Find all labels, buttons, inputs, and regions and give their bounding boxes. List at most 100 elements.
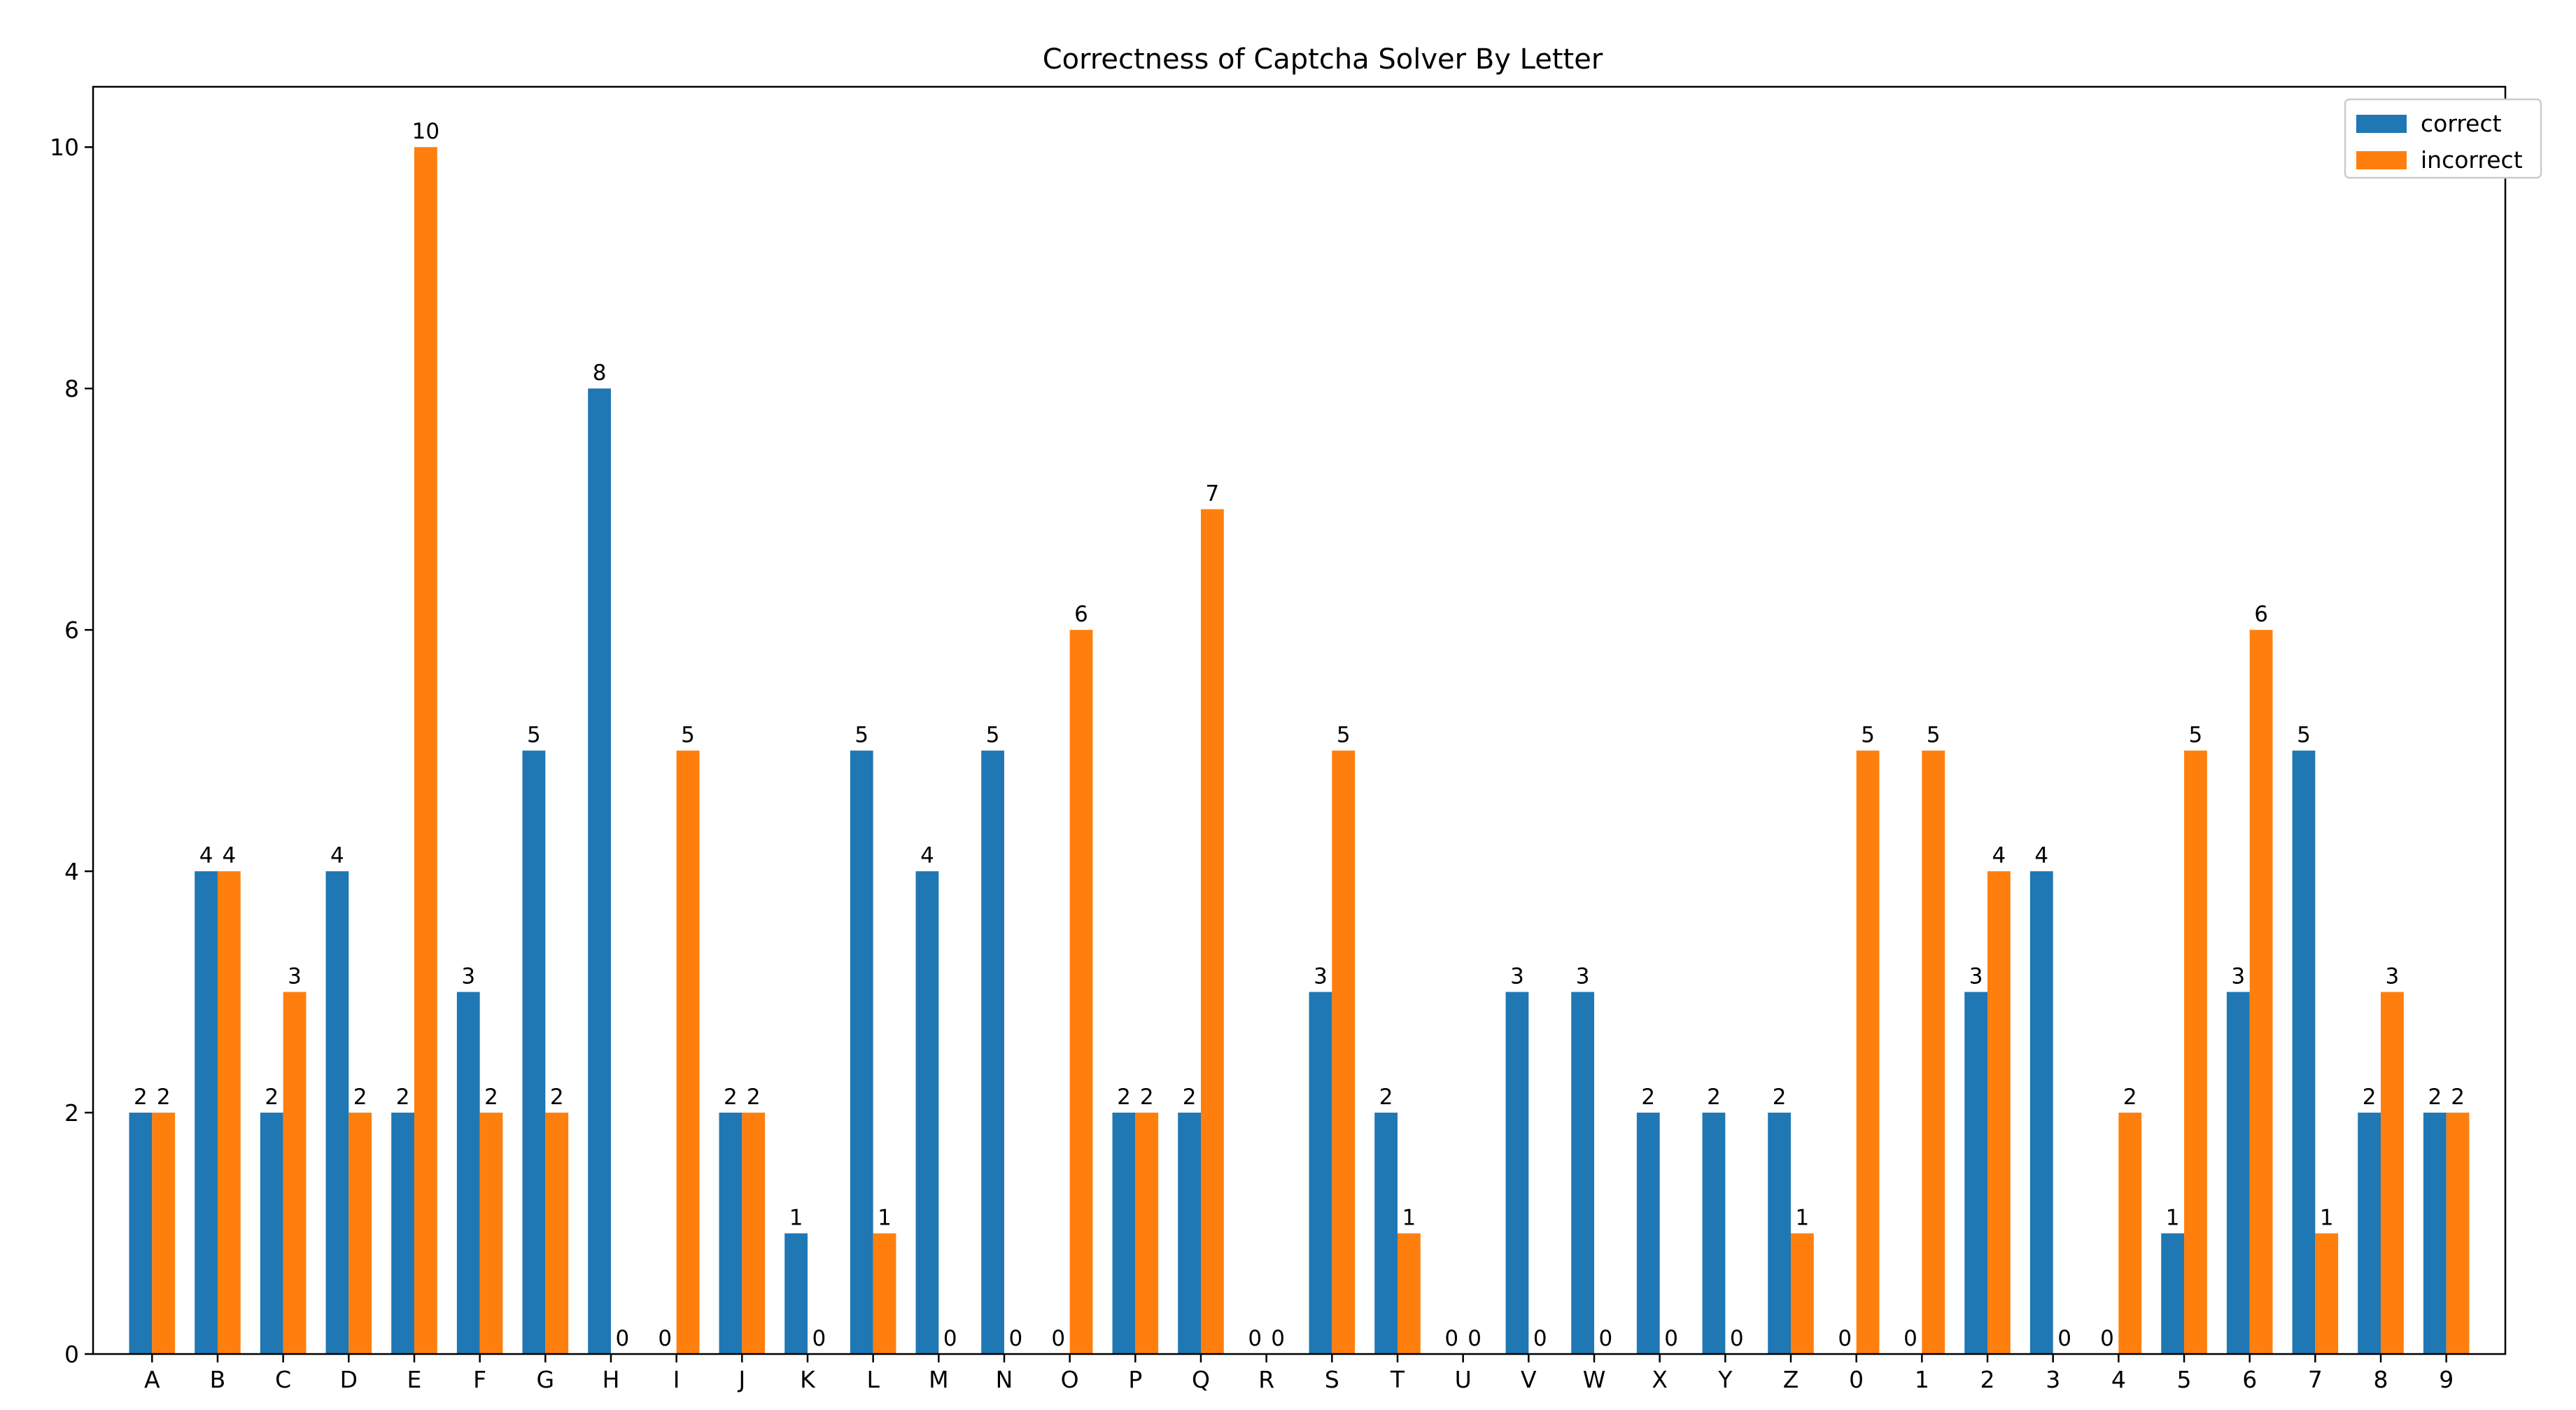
bar-correct (981, 750, 1004, 1354)
data-label-correct: 2 (1183, 1085, 1197, 1110)
bar-correct (850, 750, 873, 1354)
x-tick-label: 5 (2177, 1366, 2192, 1393)
bar-incorrect (479, 1113, 503, 1354)
data-label-incorrect: 0 (1271, 1326, 1285, 1351)
data-label-correct: 2 (134, 1085, 148, 1110)
bar-correct (719, 1113, 742, 1354)
data-label-correct: 2 (265, 1085, 279, 1110)
bar-correct (195, 871, 218, 1354)
data-label-incorrect: 1 (2320, 1206, 2334, 1231)
bar-correct (1768, 1113, 1792, 1354)
data-label-correct: 1 (789, 1206, 803, 1231)
x-tick-label: T (1390, 1366, 1405, 1393)
data-label-incorrect: 1 (1402, 1206, 1416, 1231)
data-label-incorrect: 5 (2189, 723, 2203, 748)
bar-correct (1505, 992, 1529, 1354)
data-label-correct: 2 (1641, 1085, 1655, 1110)
data-label-incorrect: 1 (878, 1206, 892, 1231)
x-tick-label: N (996, 1366, 1013, 1393)
x-tick-label: G (537, 1366, 555, 1393)
x-tick-label: E (407, 1366, 422, 1393)
data-label-correct: 3 (1314, 964, 1328, 989)
data-label-correct: 2 (724, 1085, 738, 1110)
data-label-correct: 4 (199, 843, 213, 868)
x-tick-label: U (1455, 1366, 1472, 1393)
bar-correct (1964, 992, 1988, 1354)
bar-correct (1636, 1113, 1660, 1354)
data-label-correct: 0 (1248, 1326, 1262, 1351)
bar-incorrect (1987, 871, 2011, 1354)
chart-title: Correctness of Captcha Solver By Letter (1043, 43, 1603, 76)
x-tick-label: Y (1717, 1366, 1733, 1393)
x-tick-label: Z (1783, 1366, 1799, 1393)
legend-label-correct: correct (2421, 110, 2502, 137)
bar-incorrect (1069, 630, 1093, 1355)
legend-swatch-incorrect (2356, 151, 2407, 169)
data-label-correct: 0 (1903, 1326, 1917, 1351)
data-label-correct: 0 (2100, 1326, 2114, 1351)
y-tick-label: 8 (64, 375, 79, 402)
data-label-correct: 3 (1969, 964, 1983, 989)
x-tick-label: H (603, 1366, 620, 1393)
data-label-correct: 3 (2231, 964, 2245, 989)
x-tick-label: V (1521, 1366, 1537, 1393)
y-tick-label: 6 (64, 616, 79, 644)
data-label-incorrect: 0 (1533, 1326, 1547, 1351)
legend-swatch-correct (2356, 115, 2407, 133)
bar-incorrect (2446, 1113, 2470, 1354)
bar-incorrect (349, 1113, 372, 1354)
data-label-correct: 5 (854, 723, 868, 748)
bar-incorrect (1922, 750, 1945, 1354)
data-label-correct: 0 (1051, 1326, 1065, 1351)
data-label-incorrect: 2 (1140, 1085, 1154, 1110)
bar-incorrect (2184, 750, 2207, 1354)
bar-incorrect (414, 147, 437, 1355)
y-axis: 0 2 4 6 8 10 (50, 134, 93, 1368)
bar-incorrect (1791, 1233, 1814, 1354)
bar-incorrect (2315, 1233, 2339, 1354)
data-label-correct: 4 (330, 843, 344, 868)
x-tick-label: 9 (2439, 1366, 2454, 1393)
data-label-incorrect: 0 (1009, 1326, 1023, 1351)
data-label-correct: 4 (2034, 843, 2048, 868)
data-label-incorrect: 2 (2123, 1085, 2137, 1110)
bar-incorrect (1332, 750, 1356, 1354)
data-label-correct: 4 (920, 843, 934, 868)
data-label-correct: 8 (593, 360, 607, 386)
bar-correct (522, 750, 546, 1354)
bar-correct (2292, 750, 2316, 1354)
data-label-incorrect: 5 (1927, 723, 1941, 748)
x-tick-label: 6 (2242, 1366, 2257, 1393)
bar-incorrect (1398, 1233, 1421, 1354)
x-tick-label: R (1258, 1366, 1274, 1393)
plot-frame (92, 85, 2507, 1355)
data-label-correct: 1 (2166, 1206, 2180, 1231)
data-label-correct: 5 (986, 723, 1000, 748)
data-label-correct: 2 (1707, 1085, 1721, 1110)
x-tick-label: L (866, 1366, 880, 1393)
data-label-correct: 3 (1576, 964, 1590, 989)
data-label-incorrect: 0 (1664, 1326, 1678, 1351)
x-tick-label: 4 (2111, 1366, 2126, 1393)
data-label-correct: 3 (461, 964, 475, 989)
x-tick-label: 8 (2374, 1366, 2388, 1393)
data-label-incorrect: 2 (484, 1085, 498, 1110)
x-tick-label: B (210, 1366, 226, 1393)
bar-correct (2423, 1113, 2447, 1354)
data-label-incorrect: 0 (1599, 1326, 1613, 1351)
x-tick-label: W (1583, 1366, 1606, 1393)
bar-correct (129, 1113, 153, 1354)
x-tick-label: 2 (1980, 1366, 1995, 1393)
bar-correct (2226, 992, 2250, 1354)
data-label-incorrect: 7 (1206, 481, 1220, 507)
data-label-incorrect: 2 (747, 1085, 761, 1110)
x-tick-label: P (1128, 1366, 1142, 1393)
bar-correct (784, 1233, 808, 1354)
bar-incorrect (2381, 992, 2404, 1354)
x-tick-label: 0 (1849, 1366, 1864, 1393)
bar-incorrect (2118, 1113, 2142, 1354)
x-tick-label: S (1325, 1366, 1339, 1393)
data-label-incorrect: 0 (1468, 1326, 1481, 1351)
